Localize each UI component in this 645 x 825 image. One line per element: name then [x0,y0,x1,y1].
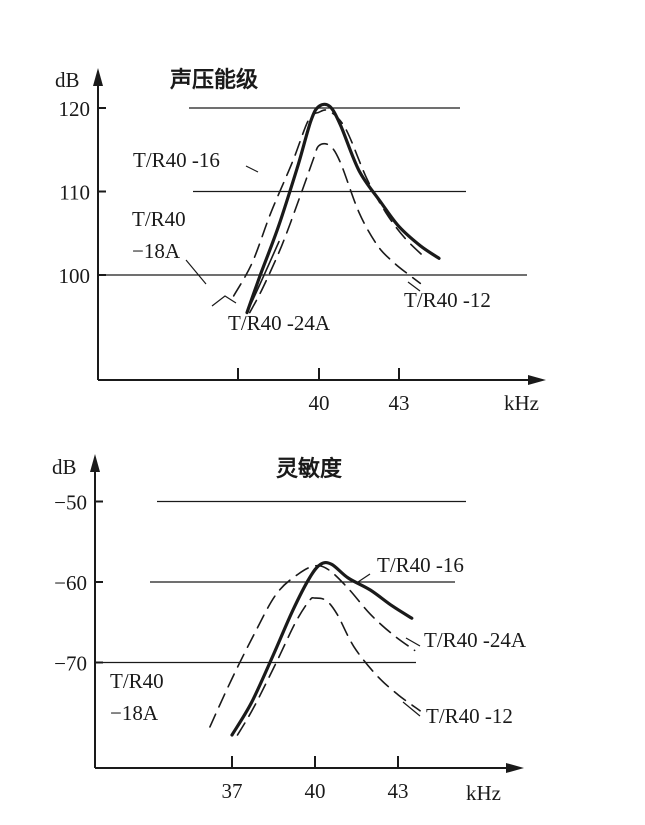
chart2-label-tr40-24a: T/R40 -24A [424,628,527,652]
chart1-ytick-label: 110 [59,181,90,205]
chart1-leader-16 [245,165,259,173]
chart2-xtick-label: 43 [388,779,409,803]
chart2-leader-16 [357,573,371,583]
chart1-leader-18a [185,259,207,285]
chart1-label-tr40-24a: T/R40 -24A [228,311,331,335]
chart1-x-arrow [528,375,546,385]
chart2-xtick-label: 37 [221,779,242,803]
chart1-title: 声压能级 [169,67,258,93]
chart2-series-t-r40-12 [236,597,421,736]
chart1-xtick-label: 43 [389,391,410,415]
chart1-label-tr40-16: T/R40 -16 [133,148,220,172]
chart2-leader-24a [405,637,421,647]
chart1-xlabel: kHz [504,391,539,415]
chart2-series-t-r40-16 [230,560,414,737]
chart2-y-arrow [90,454,100,472]
chart1-xtick-label: 40 [309,391,330,415]
chart1-series-t-r40-16 [245,102,441,315]
chart2-ytick-label: −60 [54,571,87,595]
chart2-ytick-label: −50 [54,491,87,515]
chart2-ylabel: dB [52,455,77,479]
chart2-xtick-label: 40 [305,779,326,803]
chart1-series-t-r40-18a [246,240,280,314]
chart2-ytick-label: −70 [54,652,87,676]
chart1-series-t-r40-24a [232,109,427,297]
chart1-ylabel: dB [55,68,80,92]
chart1-label-tr40-12: T/R40 -12 [404,288,491,312]
chart1-label-tr40-18a-line1: T/R40 [132,207,186,231]
chart1-ytick-label: 100 [59,264,91,288]
chart1-ytick-label: 120 [59,97,91,121]
chart2-label-tr40-16: T/R40 -16 [377,553,464,577]
chart2-label-tr40-18a-line1: T/R40 [110,669,164,693]
chart1-leader-24a [211,295,237,307]
chart1-y-arrow [93,68,103,86]
chart2-x-arrow [506,763,524,773]
chart2-label-tr40-12: T/R40 -12 [426,704,513,728]
chart1-series-t-r40-12 [248,142,422,314]
chart2-xlabel: kHz [466,781,501,805]
chart2-label-tr40-18a-line2: −18A [110,701,159,725]
chart2-series-t-r40-24a [209,564,416,728]
chart1-leader-12 [407,281,421,292]
chart2-leader-12 [402,701,421,717]
chart-sensitivity: 灵敏度 dB kHz −50 −60 −70 37 40 43 T/R40 -16 T/R… [52,454,527,805]
chart1-label-tr40-18a-line2: −18A [132,239,181,263]
chart-sound-pressure: 声压能级 dB kHz 120 110 100 40 43 T/R40 -16 T/R4… [55,67,546,415]
chart2-title: 灵敏度 [276,456,343,482]
